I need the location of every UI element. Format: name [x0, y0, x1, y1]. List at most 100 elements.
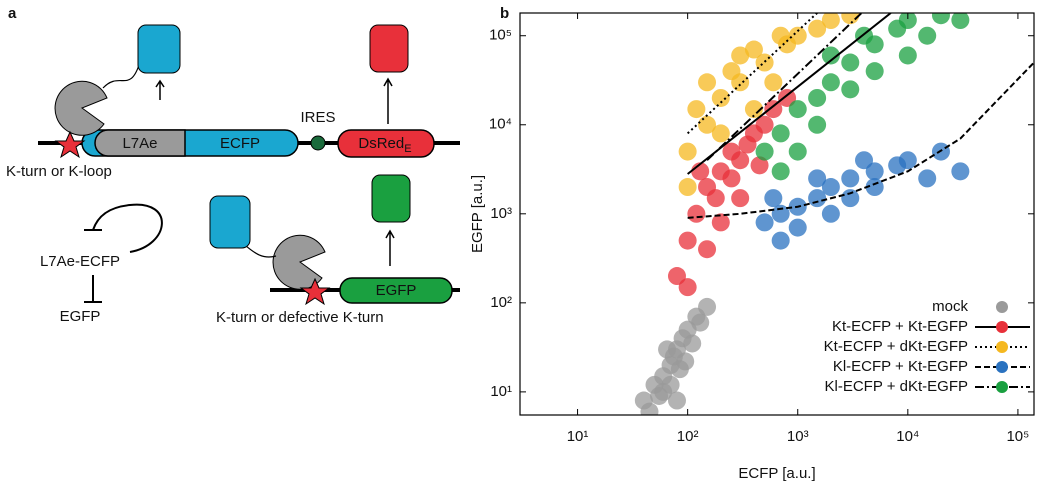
- point: [755, 213, 774, 232]
- point: [687, 100, 706, 119]
- x-axis-label: ECFP [a.u.]: [738, 465, 815, 482]
- point: [678, 231, 697, 250]
- point: [771, 204, 790, 223]
- point: [841, 189, 860, 208]
- point: [678, 142, 697, 161]
- point: [676, 352, 695, 371]
- l7ae-protein: [272, 234, 326, 290]
- node-label: EGFP: [60, 308, 101, 325]
- point: [841, 53, 860, 72]
- point: [951, 13, 970, 30]
- point: [744, 100, 763, 119]
- point: [788, 100, 807, 119]
- point: [698, 115, 717, 134]
- point: [951, 162, 970, 181]
- point: [771, 26, 790, 45]
- legend-marker: [996, 381, 1008, 393]
- panel-a: a L7Ae ECFP IRES DsRedE K-turn or K-loop…: [6, 5, 460, 326]
- gene-label: EGFP: [376, 282, 417, 299]
- y-tick-label: 10³: [490, 205, 512, 222]
- axes: 10¹ 10² 10³ 10⁴ 10⁵ 10¹ 10² 10³ 10⁴ 10⁵ ECFP [a.u.…: [469, 12, 1035, 482]
- autorepression: [84, 203, 163, 253]
- dsred-gene: [337, 129, 435, 158]
- fit-line: [706, 13, 863, 161]
- point: [898, 46, 917, 65]
- point: [788, 26, 807, 45]
- egfp-gene: [339, 277, 453, 304]
- point: [821, 178, 840, 197]
- point: [931, 13, 950, 25]
- panel-label: a: [8, 5, 17, 22]
- linker: [102, 61, 141, 89]
- point: [722, 62, 741, 81]
- point: [821, 73, 840, 92]
- dsred-text: DsRed: [358, 135, 404, 152]
- point: [711, 88, 730, 107]
- point: [898, 151, 917, 170]
- legend-label: Kt-ECFP + Kt-EGFP: [832, 318, 968, 335]
- point: [698, 73, 717, 92]
- legend-label: Kl-ECFP + Kt-EGFP: [833, 358, 968, 375]
- repression: [84, 275, 102, 303]
- point: [667, 391, 686, 410]
- kturn-star: [54, 130, 86, 159]
- point: [808, 115, 827, 134]
- scatter-plot: [634, 13, 1034, 415]
- kturn-star: [299, 277, 331, 306]
- point: [755, 142, 774, 161]
- x-tick-label: 10²: [677, 428, 699, 445]
- point: [755, 115, 774, 134]
- point: [898, 13, 917, 30]
- point: [771, 231, 790, 250]
- point: [687, 204, 706, 223]
- caption: K-turn or defective K-turn: [216, 309, 384, 326]
- point: [691, 313, 710, 332]
- ecfp-protein: [137, 24, 181, 74]
- legend-label: Kl-ECFP + dKt-EGFP: [824, 378, 968, 395]
- point: [865, 162, 884, 181]
- y-axis-label: EGFP [a.u.]: [469, 175, 486, 253]
- legend-label: mock: [932, 298, 968, 315]
- legend-label: Kt-ECFP + dKt-EGFP: [824, 338, 968, 355]
- y-tick-label: 10¹: [490, 383, 512, 400]
- point: [771, 162, 790, 181]
- y-tick-label: 10⁵: [489, 27, 512, 44]
- point: [865, 62, 884, 81]
- point: [683, 334, 702, 353]
- panel-label: b: [500, 5, 509, 22]
- y-tick-label: 10²: [490, 294, 512, 311]
- point: [738, 135, 757, 154]
- gene-label: L7Ae: [122, 135, 157, 152]
- point: [788, 218, 807, 237]
- gene-label: ECFP: [220, 135, 260, 152]
- legend-marker: [996, 321, 1008, 333]
- caption: K-turn or K-loop: [6, 163, 112, 180]
- arrow: [385, 229, 395, 266]
- point: [865, 178, 884, 197]
- dsred-subscript: E: [404, 143, 411, 155]
- point: [788, 142, 807, 161]
- point: [764, 73, 783, 92]
- node-label: L7Ae-ECFP: [40, 253, 120, 270]
- ires-label: IRES: [300, 109, 335, 126]
- legend-marker: [996, 301, 1008, 313]
- point: [661, 375, 680, 394]
- fit-line: [687, 61, 1034, 219]
- point: [698, 297, 717, 316]
- point: [678, 178, 697, 197]
- point: [821, 13, 840, 30]
- legend-marker: [996, 361, 1008, 373]
- point: [855, 151, 874, 170]
- point: [778, 88, 797, 107]
- point: [731, 151, 750, 170]
- point: [731, 46, 750, 65]
- point: [841, 169, 860, 188]
- point: [918, 26, 937, 45]
- point: [667, 267, 686, 286]
- point: [808, 19, 827, 38]
- legend-marker: [996, 341, 1008, 353]
- l7ae-gene: [94, 129, 186, 157]
- point: [771, 124, 790, 143]
- point: [711, 124, 730, 143]
